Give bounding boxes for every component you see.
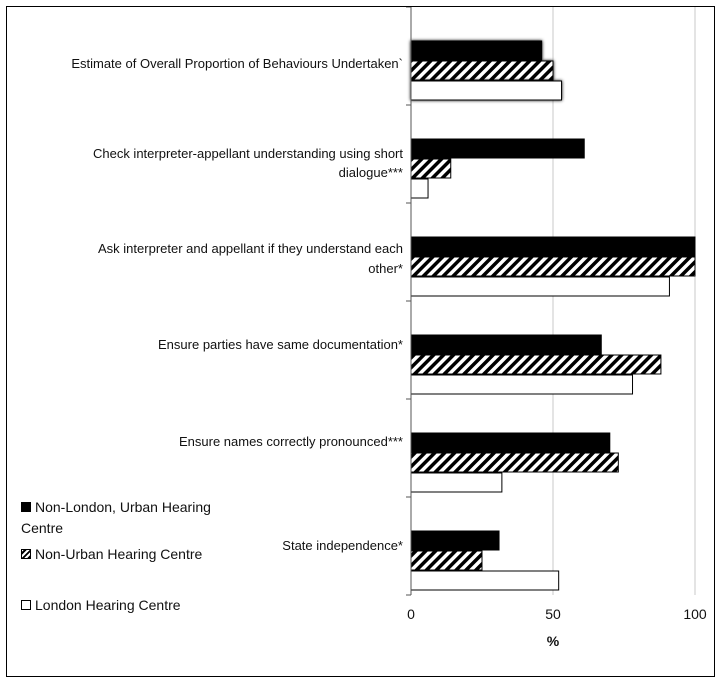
legend-label: London Hearing Centre [35,597,181,613]
category-label: State independence* [282,538,403,553]
bar [410,80,563,101]
bar [410,138,585,159]
legend-swatch-white [21,600,31,610]
axes: 0 50 100% [406,7,707,649]
bar [410,40,543,61]
category-label: Check interpreter-appellant understandin… [93,146,403,180]
x-axis-label: % [547,633,560,649]
bars [410,40,696,591]
category-label: Ensure parties have same documentation* [158,337,403,352]
category-label: Estimate of Overall Proportion of Behavi… [71,56,403,71]
bar [410,374,634,395]
bar [410,354,662,375]
x-tick-label: 0 [407,606,415,622]
legend-item-non-london-urban: Non-London, Urban Hearing Centre [21,497,253,539]
legend-swatch-solid [21,502,31,512]
legend-label: Non-London, Urban Hearing Centre [21,499,211,536]
bar [410,432,611,453]
x-tick-label: 100 [683,606,707,622]
legend-item-non-urban: Non-Urban Hearing Centre [21,545,202,563]
bar [410,276,670,297]
bar [410,158,452,179]
x-tick-label: 50 [545,606,561,622]
bar [410,570,560,591]
category-label: Ask interpreter and appellant if they un… [98,241,403,276]
bar [410,178,429,199]
gridlines [552,7,696,595]
legend-swatch-hatch [21,549,31,559]
legend-item-london: London Hearing Centre [21,596,181,614]
bar [410,60,554,81]
chart-frame: 0 50 100% Estimate of Overall Proportion o… [6,6,715,677]
legend-label: Non-Urban Hearing Centre [35,546,203,562]
bar [410,530,500,551]
bar [410,550,483,571]
bar [410,256,696,277]
bar [410,472,503,493]
bar-chart: 0 50 100% Estimate of Overall Proportion o… [71,7,707,649]
bar [410,334,602,355]
bar [410,452,619,473]
bar [410,236,696,257]
category-labels: Estimate of Overall Proportion of Behavi… [71,56,403,553]
category-label: Ensure names correctly pronounced*** [179,434,403,449]
